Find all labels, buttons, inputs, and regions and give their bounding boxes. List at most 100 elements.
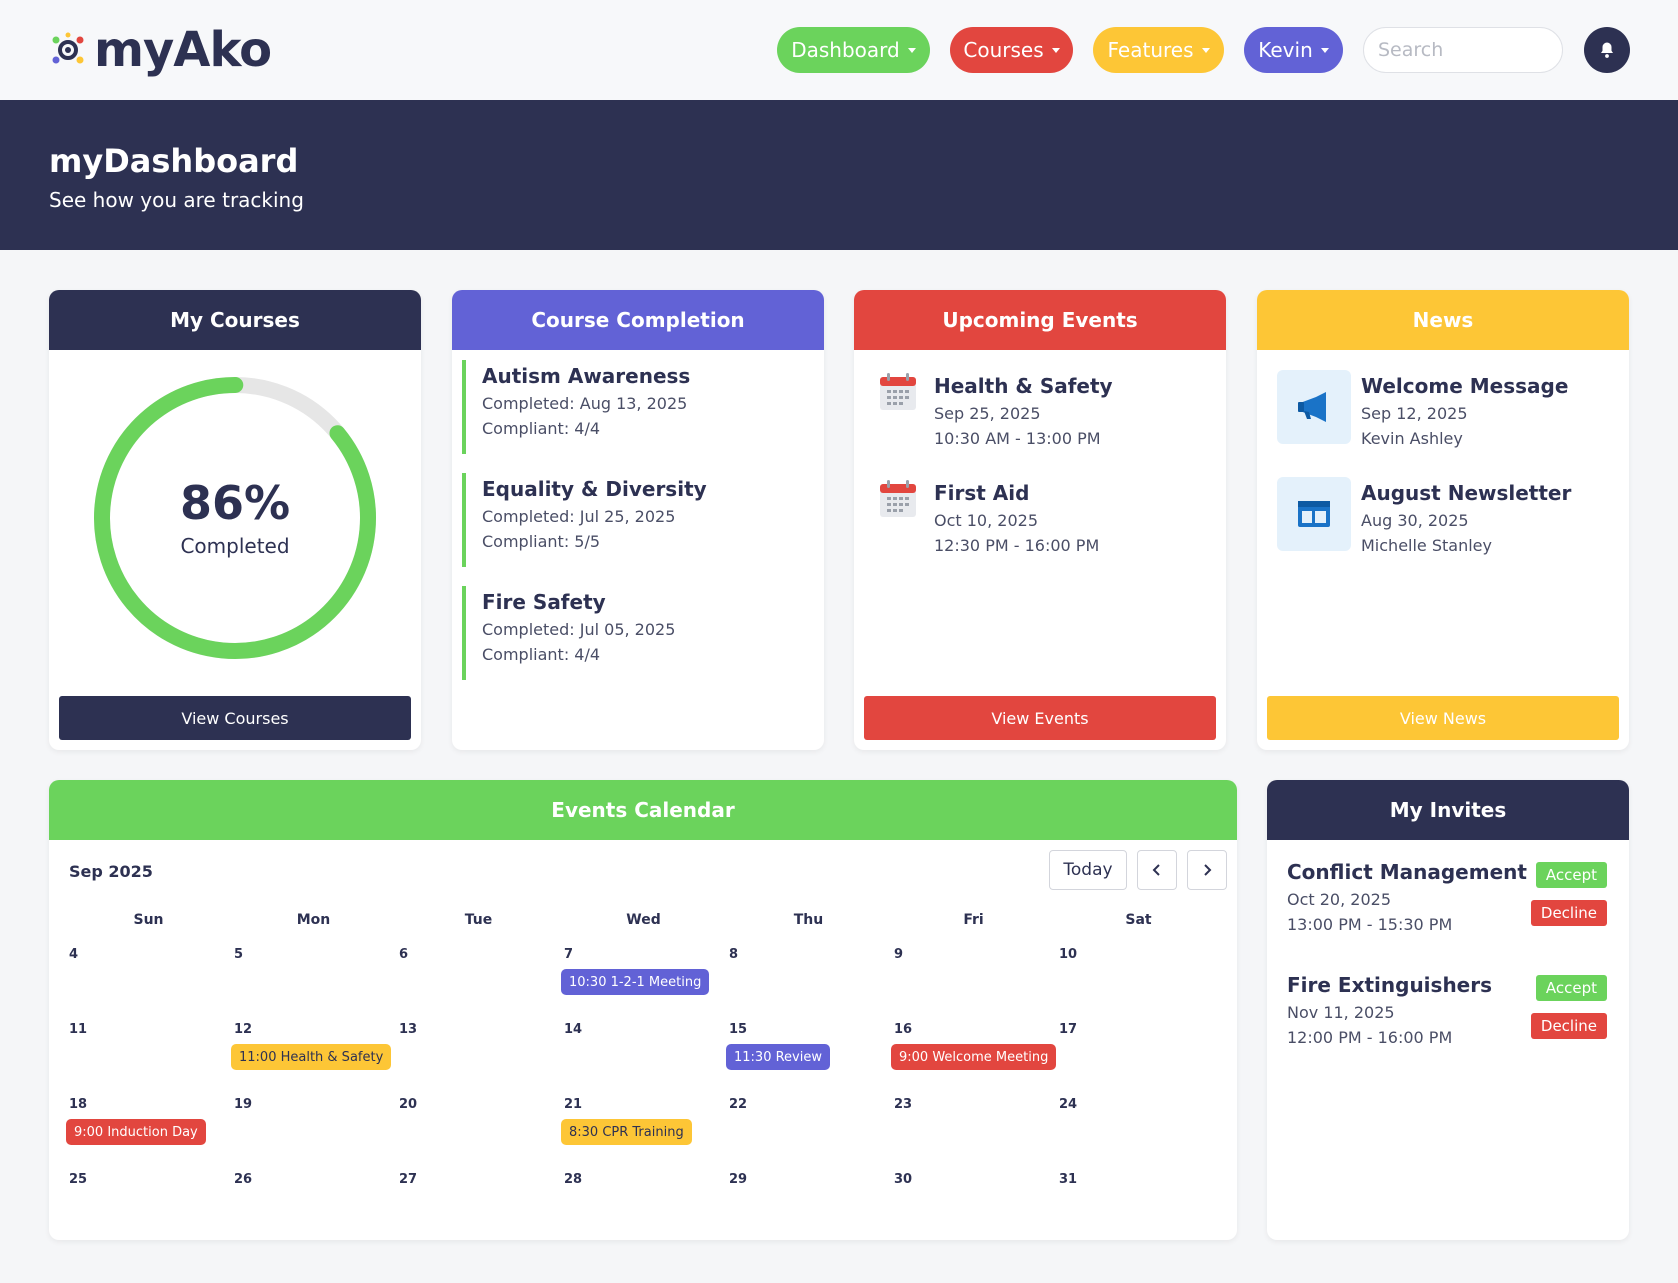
invite-time: 12:00 PM - 16:00 PM [1287, 1028, 1453, 1047]
newsletter-icon [1277, 477, 1351, 551]
course-completion-header: Course Completion [452, 290, 824, 350]
upcoming-event-item[interactable]: Health & Safety Sep 25, 2025 10:30 AM - … [878, 370, 1208, 460]
events-calendar-header: Events Calendar [49, 780, 1237, 840]
calendar-date[interactable]: 20 [399, 1097, 418, 1112]
nav-dashboard-button[interactable]: Dashboard [777, 27, 930, 73]
search-input[interactable] [1363, 27, 1563, 73]
event-time: 10:30 AM - 13:00 PM [934, 429, 1101, 448]
weekday-header: Sat [1125, 912, 1152, 928]
accept-button[interactable]: Accept [1535, 975, 1607, 1001]
event-name: Health & Safety [934, 374, 1113, 398]
chevron-down-icon [1320, 47, 1329, 53]
calendar-date[interactable]: 12 [234, 1022, 253, 1037]
event-name: First Aid [934, 481, 1030, 505]
my-courses-card: My Courses 86% Completed View Courses [49, 290, 421, 750]
calendar-date[interactable]: 31 [1059, 1172, 1078, 1187]
brand-logo[interactable]: myAko [48, 22, 272, 78]
event-time: 12:30 PM - 16:00 PM [934, 536, 1100, 555]
calendar-event-chip[interactable]: 9:00 Induction Day [66, 1119, 206, 1145]
calendar-date[interactable]: 4 [69, 947, 79, 962]
accept-button[interactable]: Accept [1535, 862, 1607, 888]
nav-dashboard-label: Dashboard [791, 38, 900, 62]
upcoming-event-item[interactable]: First Aid Oct 10, 2025 12:30 PM - 16:00 … [878, 477, 1208, 567]
calendar-date[interactable]: 25 [69, 1172, 88, 1187]
weekday-header: Wed [626, 912, 661, 928]
calendar-date[interactable]: 22 [729, 1097, 748, 1112]
top-header: myAko Dashboard Courses Features Kevin [0, 0, 1678, 100]
calendar-event-chip[interactable]: 11:00 Health & Safety [231, 1044, 392, 1070]
calendar-date[interactable]: 8 [729, 947, 739, 962]
calendar-date[interactable]: 28 [564, 1172, 583, 1187]
prev-month-button[interactable] [1137, 850, 1177, 890]
invite-date: Oct 20, 2025 [1287, 890, 1391, 909]
calendar-date[interactable]: 29 [729, 1172, 748, 1187]
invite-name: Fire Extinguishers [1287, 973, 1493, 997]
calendar-date[interactable]: 26 [234, 1172, 253, 1187]
nav-user-button[interactable]: Kevin [1244, 27, 1343, 73]
calendar-month: Sep 2025 [69, 862, 153, 881]
decline-button[interactable]: Decline [1530, 1013, 1607, 1039]
completed-course-item[interactable]: Fire Safety Completed: Jul 05, 2025 Comp… [462, 586, 814, 680]
completed-course-item[interactable]: Autism Awareness Completed: Aug 13, 2025… [462, 360, 814, 454]
invite-date: Nov 11, 2025 [1287, 1003, 1395, 1022]
calendar-date[interactable]: 19 [234, 1097, 253, 1112]
calendar-date[interactable]: 5 [234, 947, 244, 962]
course-name: Fire Safety [482, 590, 606, 614]
completed-course-item[interactable]: Equality & Diversity Completed: Jul 25, … [462, 473, 814, 567]
calendar-date[interactable]: 10 [1059, 947, 1078, 962]
nav-courses-button[interactable]: Courses [950, 27, 1073, 73]
today-button[interactable]: Today [1049, 850, 1127, 890]
invite-time: 13:00 PM - 15:30 PM [1287, 915, 1453, 934]
upcoming-events-card: Upcoming Events Health & Safety Sep 25, … [854, 290, 1226, 750]
next-month-button[interactable] [1187, 850, 1227, 890]
calendar-date[interactable]: 14 [564, 1022, 583, 1037]
calendar-date[interactable]: 9 [894, 947, 904, 962]
calendar-event-chip[interactable]: 10:30 1-2-1 Meeting [561, 969, 710, 995]
invite-item: Fire Extinguishers Nov 11, 2025 12:00 PM… [1287, 973, 1607, 1063]
calendar-date[interactable]: 13 [399, 1022, 418, 1037]
nav-features-button[interactable]: Features [1093, 27, 1224, 73]
news-item[interactable]: Welcome Message Sep 12, 2025 Kevin Ashle… [1277, 370, 1607, 460]
calendar-date[interactable]: 21 [564, 1097, 583, 1112]
notifications-button[interactable] [1584, 27, 1630, 73]
nav-user-label: Kevin [1258, 38, 1313, 62]
calendar-date[interactable]: 16 [894, 1022, 913, 1037]
completion-arc [94, 377, 376, 659]
course-compliance: Compliant: 4/4 [482, 645, 601, 664]
calendar-event-chip[interactable]: 11:30 Review [726, 1044, 830, 1070]
course-compliance: Compliant: 4/4 [482, 419, 601, 438]
course-completed-date: Completed: Jul 25, 2025 [482, 507, 676, 526]
calendar-date[interactable]: 27 [399, 1172, 418, 1187]
weekday-header: Sun [133, 912, 164, 928]
upcoming-events-header: Upcoming Events [854, 290, 1226, 350]
my-invites-card: My Invites Conflict Management Oct 20, 2… [1267, 780, 1629, 1240]
dashboard-banner: myDashboard See how you are tracking [0, 100, 1678, 250]
calendar-date[interactable]: 30 [894, 1172, 913, 1187]
chevron-down-icon [1051, 47, 1060, 53]
calendar-date[interactable]: 15 [729, 1022, 748, 1037]
decline-button[interactable]: Decline [1530, 900, 1607, 926]
calendar-event-chip[interactable]: 9:00 Welcome Meeting [891, 1044, 1057, 1070]
calendar-date[interactable]: 24 [1059, 1097, 1078, 1112]
calendar-date[interactable]: 23 [894, 1097, 913, 1112]
calendar-date[interactable]: 11 [69, 1022, 88, 1037]
events-calendar-card: Events Calendar Sep 2025 Today Sun Mon Tue… [49, 780, 1237, 1240]
calendar-date[interactable]: 7 [564, 947, 574, 962]
news-date: Sep 12, 2025 [1361, 404, 1468, 423]
calendar-date[interactable]: 6 [399, 947, 409, 962]
calendar-event-chip[interactable]: 8:30 CPR Training [561, 1119, 692, 1145]
calendar-date[interactable]: 18 [69, 1097, 88, 1112]
invite-item: Conflict Management Oct 20, 2025 13:00 P… [1287, 860, 1607, 950]
chevron-right-icon [1204, 864, 1212, 876]
brand-name: myAko [94, 22, 272, 78]
nav-courses-label: Courses [963, 38, 1044, 62]
my-courses-header: My Courses [49, 290, 421, 350]
view-courses-button[interactable]: View Courses [59, 696, 411, 740]
course-completed-date: Completed: Jul 05, 2025 [482, 620, 676, 639]
view-news-button[interactable]: View News [1267, 696, 1619, 740]
calendar-date[interactable]: 17 [1059, 1022, 1078, 1037]
page-title: myDashboard [49, 142, 299, 180]
view-events-button[interactable]: View Events [864, 696, 1216, 740]
chevron-down-icon [907, 47, 916, 53]
news-item[interactable]: August Newsletter Aug 30, 2025 Michelle … [1277, 477, 1607, 567]
